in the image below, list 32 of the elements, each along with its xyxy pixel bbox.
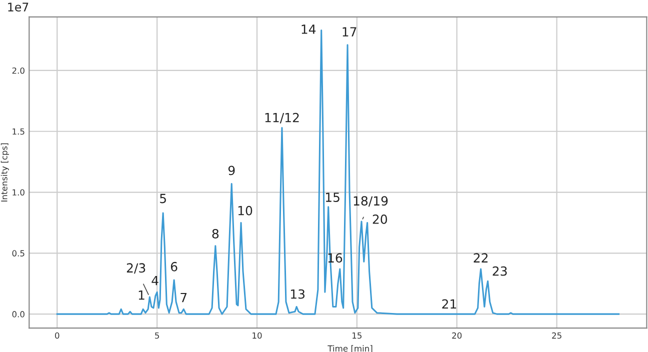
annotation: 22 <box>474 253 488 262</box>
annotation: 10 <box>238 206 252 216</box>
text: 1e7 <box>8 2 28 12</box>
annotation: 14 <box>302 24 316 34</box>
annotation: 5 <box>160 194 166 204</box>
annotation: 11/12 <box>265 112 299 124</box>
y-tick-label: 0.0 <box>12 311 24 318</box>
x-tick-label: 10 <box>252 332 262 339</box>
annotation: 18/19 <box>354 196 388 207</box>
annotation: 13 <box>290 289 305 299</box>
annotation: 21 <box>442 299 456 309</box>
annotation: 2/3 <box>126 263 146 274</box>
annotation: 4 <box>152 276 158 286</box>
annotation: 7 <box>180 293 187 302</box>
x-tick-label: 15 <box>352 332 362 339</box>
y-tick-label: 0.5 <box>12 250 24 256</box>
annotation: 8 <box>212 229 219 238</box>
y-tick-label: 2.0 <box>12 67 24 74</box>
annotation: 20 <box>372 214 388 224</box>
annotation: 6 <box>170 262 178 272</box>
annotation: 15 <box>326 192 340 202</box>
y-tick-label: 1.5 <box>12 128 24 135</box>
x-tick-label: 0 <box>55 332 60 339</box>
x-tick-label: 25 <box>552 332 562 339</box>
annotation: 1 <box>138 290 144 300</box>
annotation: 9 <box>228 166 235 176</box>
y-tick-label: 1.0 <box>12 189 24 196</box>
x-tick-label: 5 <box>155 332 159 339</box>
annotation: 23 <box>492 266 507 276</box>
x-tick-label: 20 <box>452 332 462 339</box>
y-axis-title: Intensity [cps] <box>0 143 9 202</box>
annotation: 17 <box>342 27 356 36</box>
